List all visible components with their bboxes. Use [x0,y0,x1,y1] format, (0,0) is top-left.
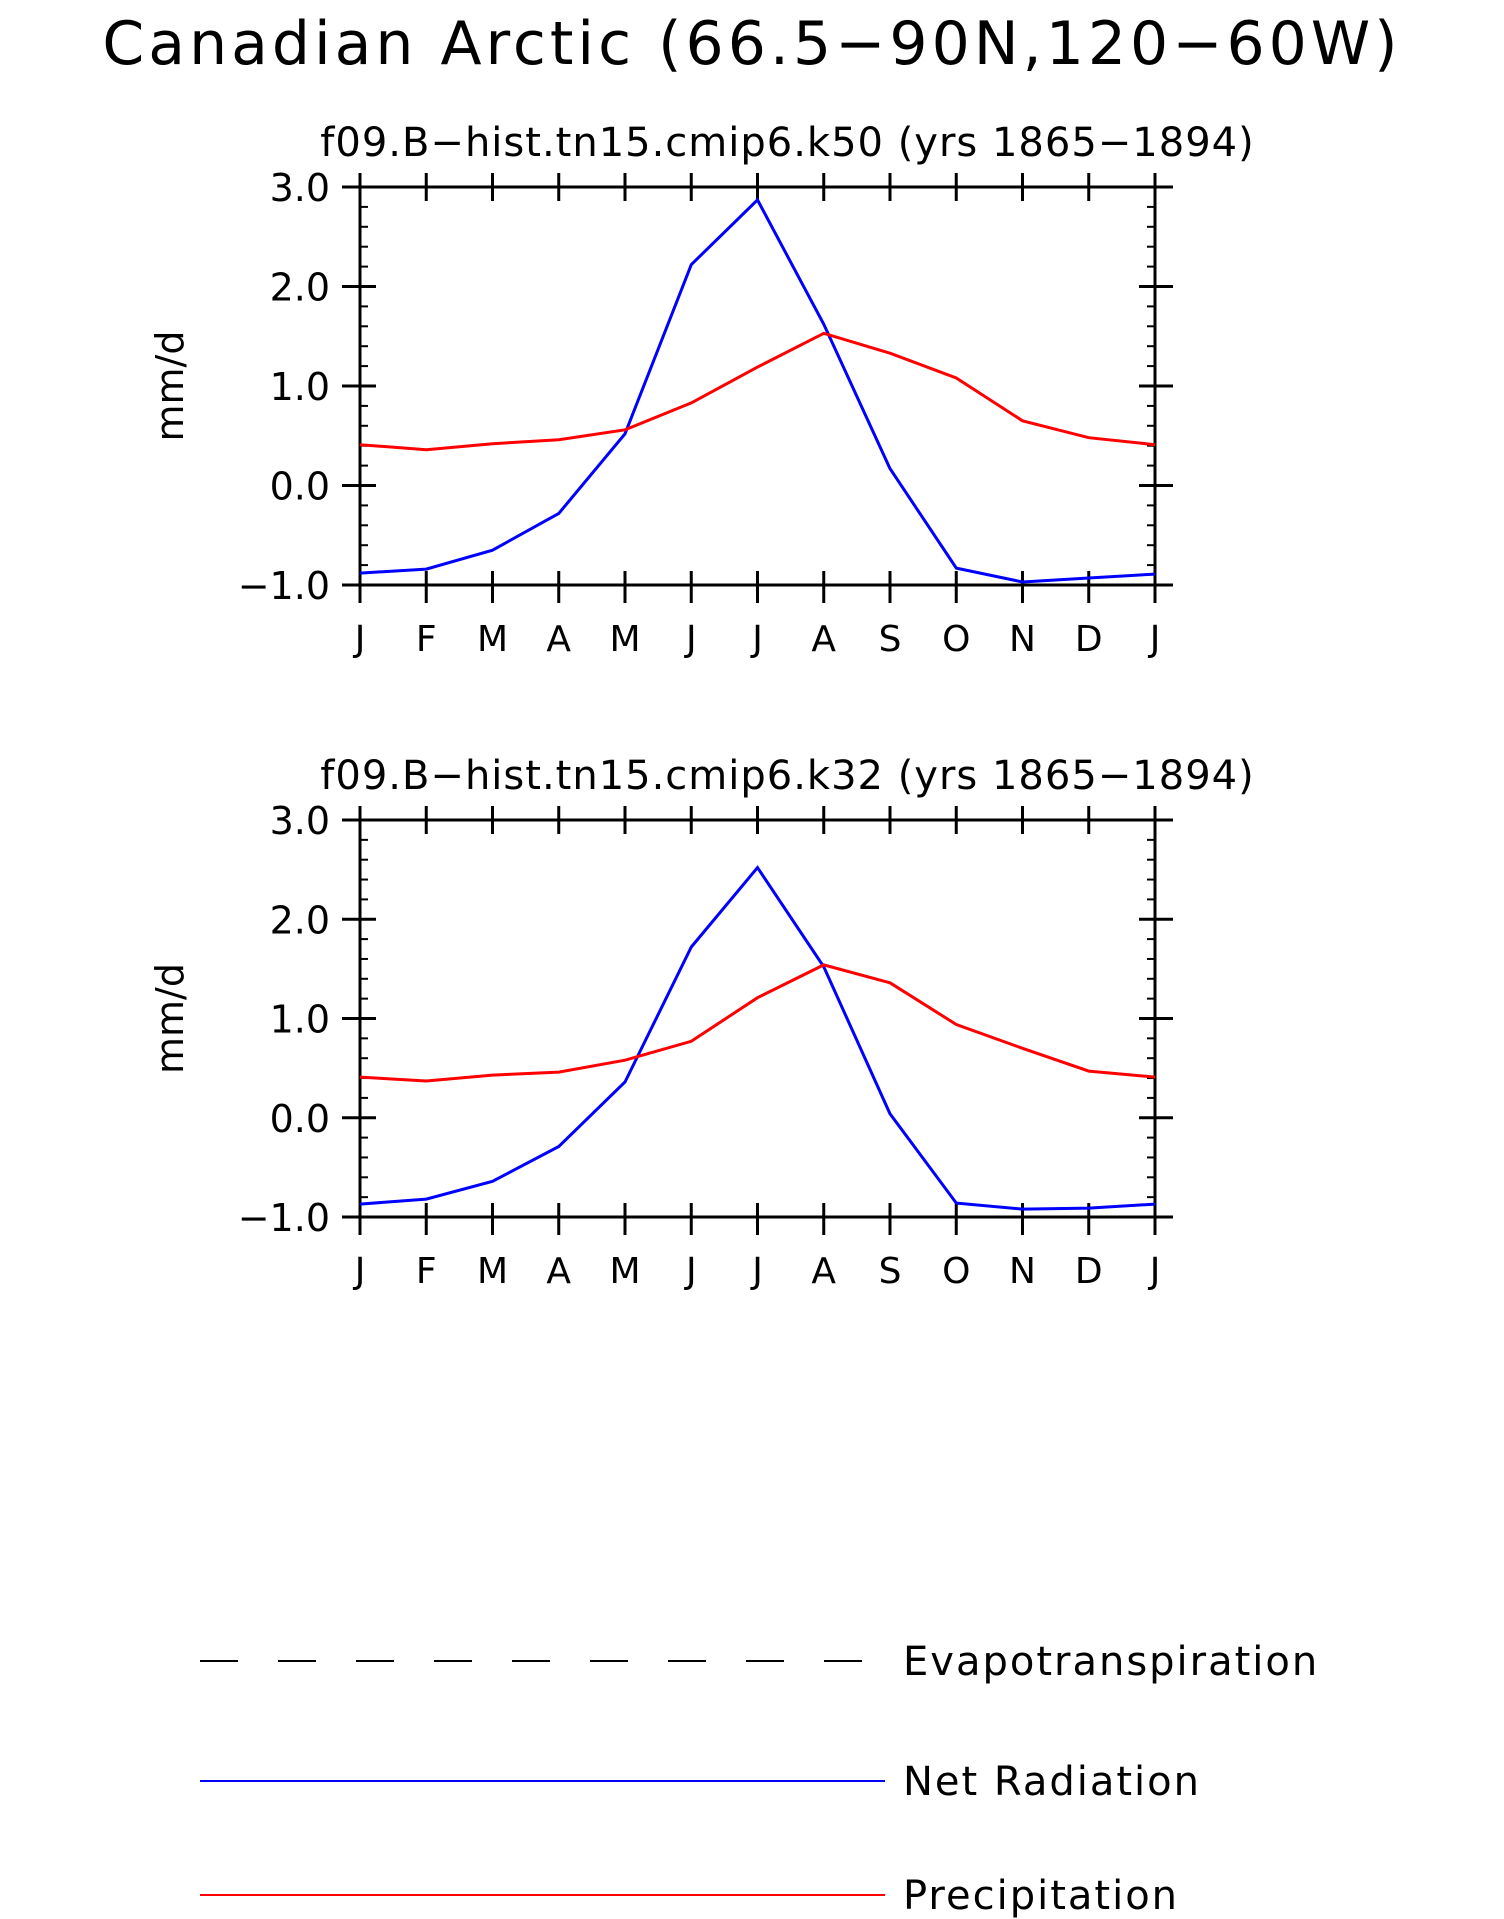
legend: Evapotranspiration Net Radiation Precipita… [200,1639,1319,1919]
series-line-precipitation [359,963,1156,1083]
panel-title: f09.B−hist.tn15.cmip6.k50 (yrs 1865−1894… [320,120,1254,166]
x-tick-label: D [1075,619,1103,660]
x-tick-label: J [1148,619,1161,660]
y-tick-label: −1.0 [238,564,330,608]
y-tick-label: 3.0 [270,166,330,210]
y-tick-label: 0.0 [270,465,330,509]
y-axis-label: mm/d [148,963,192,1074]
legend-label: Precipitation [903,1873,1179,1919]
x-tick-label: M [477,619,508,660]
panels: f09.B−hist.tn15.cmip6.k50 (yrs 1865−1894… [148,120,1254,1292]
x-tick-label: J [684,619,697,660]
x-tick-label: N [1009,1251,1036,1292]
y-tick-label: 1.0 [270,365,330,409]
x-tick-label: J [353,1251,366,1292]
x-tick-label: M [609,1251,640,1292]
x-tick-label: N [1009,619,1036,660]
plot-frame [358,185,1157,587]
plot-frame [358,818,1157,1219]
x-tick-label: S [879,1251,902,1292]
x-tick-label: M [477,1251,508,1292]
series-line-net-radiation [359,197,1156,584]
panel-title: f09.B−hist.tn15.cmip6.k32 (yrs 1865−1894… [320,753,1254,799]
x-tick-label: O [942,1251,970,1292]
y-axis-label: mm/d [148,331,192,442]
chart-panel-1: f09.B−hist.tn15.cmip6.k50 (yrs 1865−1894… [148,120,1254,660]
x-tick-label: M [609,619,640,660]
x-tick-label: A [546,619,571,660]
x-tick-label: J [1148,1251,1161,1292]
legend-label: Evapotranspiration [903,1639,1319,1685]
x-tick-label: A [811,619,836,660]
y-tick-label: 3.0 [270,799,330,843]
chart-panel-2: f09.B−hist.tn15.cmip6.k32 (yrs 1865−1894… [148,753,1254,1292]
x-tick-label: J [684,1251,697,1292]
x-tick-label: F [416,1251,437,1292]
series-line-net-radiation [359,865,1156,1211]
figure-title: Canadian Arctic (66.5−90N,120−60W) [102,9,1401,79]
x-tick-label: A [546,1251,571,1292]
x-tick-label: D [1075,1251,1103,1292]
y-tick-label: 1.0 [270,998,330,1042]
y-tick-label: −1.0 [238,1196,330,1240]
x-tick-label: A [811,1251,836,1292]
series-line-precipitation [359,331,1156,452]
legend-label: Net Radiation [903,1759,1201,1805]
x-tick-label: J [353,619,366,660]
x-tick-label: O [942,619,970,660]
x-tick-label: F [416,619,437,660]
y-tick-label: 2.0 [270,266,330,310]
x-tick-label: S [879,619,902,660]
x-tick-label: J [750,1251,763,1292]
x-tick-label: J [750,619,763,660]
y-tick-label: 2.0 [270,898,330,942]
y-tick-label: 0.0 [270,1097,330,1141]
